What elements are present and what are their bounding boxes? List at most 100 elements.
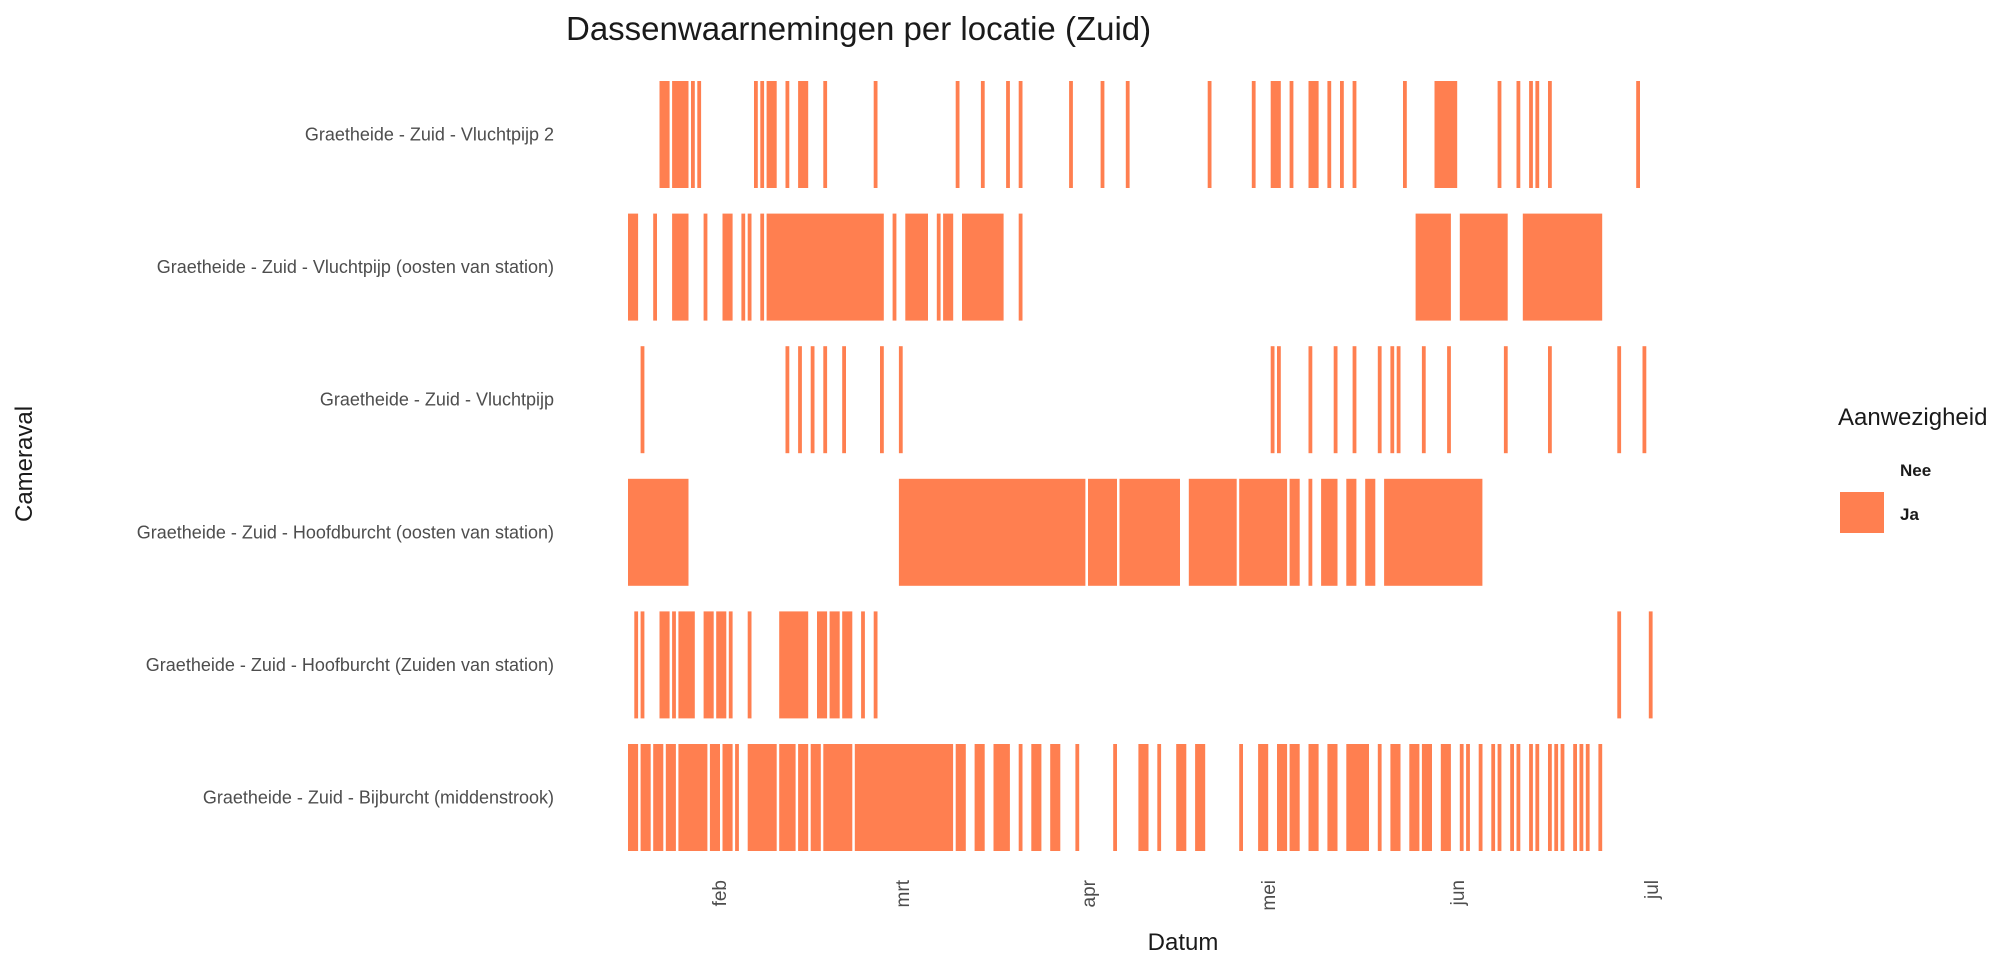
presence-bar [962, 213, 1004, 321]
presence-bar [760, 213, 765, 321]
presence-bar [766, 81, 777, 188]
presence-bar [1510, 744, 1514, 851]
presence-bar [1497, 744, 1502, 851]
presence-bar [672, 213, 689, 321]
presence-bar [735, 744, 739, 851]
presence-bar [1403, 81, 1407, 188]
presence-bar [1321, 478, 1338, 586]
presence-bar [1440, 744, 1451, 851]
presence-bar [1308, 478, 1313, 586]
y-label-graetheide-zuid-vluchtpijp-oosten-van-station: Graetheide - Zuid - Vluchtpijp (oosten v… [157, 257, 554, 277]
presence-bar [1018, 744, 1023, 851]
y-label-graetheide-zuid-hoofburcht-zuiden-van-station: Graetheide - Zuid - Hoofburcht (Zuiden v… [146, 655, 554, 675]
presence-bar [1365, 478, 1376, 586]
presence-bar [1377, 346, 1382, 454]
presence-bar [1409, 744, 1420, 851]
legend-title: Aanwezigheid [1838, 404, 1987, 431]
presence-bar [1289, 81, 1294, 188]
presence-bar [1636, 81, 1640, 188]
presence-bar [1018, 213, 1023, 321]
presence-bar [1548, 81, 1552, 188]
presence-bar [1529, 744, 1533, 851]
presence-bar [747, 611, 752, 719]
presence-bar [898, 346, 903, 454]
presence-bar [873, 81, 878, 188]
presence-bar [653, 213, 657, 321]
presence-bar [1289, 478, 1300, 586]
presence-bar [810, 346, 815, 454]
presence-bar [1478, 744, 1483, 851]
presence-bar [955, 81, 960, 188]
presence-bar [1308, 744, 1319, 851]
presence-bar [628, 744, 639, 851]
presence-bar [1617, 346, 1622, 454]
presence-bar [1277, 346, 1281, 454]
presence-bar [1346, 744, 1369, 851]
presence-bar [842, 611, 853, 719]
presence-bar [1421, 346, 1426, 454]
presence-bar [1466, 744, 1470, 851]
presence-bar [1415, 213, 1451, 321]
presence-bar [1289, 744, 1300, 851]
presence-bar [691, 81, 695, 188]
presence-bar [1390, 744, 1401, 851]
presence-bar [798, 81, 809, 188]
presence-bar [1031, 744, 1042, 851]
legend-swatch-nee [1840, 452, 1884, 492]
presence-bar [703, 611, 714, 719]
presence-bar [1459, 213, 1508, 321]
presence-bar [640, 346, 645, 454]
presence-bar [1088, 478, 1117, 586]
legend-swatch-ja [1840, 492, 1884, 533]
presence-bar [1258, 744, 1269, 851]
presence-bar [1598, 744, 1603, 851]
presence-bar [898, 478, 1086, 586]
presence-bar [1352, 346, 1357, 454]
presence-bar [760, 81, 765, 188]
presence-bar [1327, 744, 1338, 851]
presence-bar [1113, 744, 1117, 851]
presence-bar [936, 213, 941, 321]
presence-bar [672, 81, 689, 188]
presence-bar [873, 611, 878, 719]
presence-bar [1188, 478, 1237, 586]
presence-bar [1069, 81, 1073, 188]
presence-bar [779, 611, 809, 719]
presence-bar [1018, 81, 1023, 188]
presence-bar [1459, 744, 1464, 851]
presence-bar [1497, 81, 1502, 188]
y-label-graetheide-zuid-vluchtpijp-2: Graetheide - Zuid - Vluchtpijp 2 [305, 125, 554, 145]
presence-bar [892, 213, 897, 321]
presence-bar [659, 81, 670, 188]
presence-bar [709, 744, 720, 851]
presence-bar [1157, 744, 1162, 851]
presence-bar [798, 346, 802, 454]
presence-bar [1447, 346, 1451, 454]
presence-bar [854, 744, 954, 851]
presence-bar [943, 213, 954, 321]
presence-bar [1333, 346, 1338, 454]
presence-bar [1270, 346, 1275, 454]
presence-bar [798, 744, 809, 851]
presence-bar [974, 744, 985, 851]
presence-bar [980, 81, 985, 188]
presence-bar [741, 213, 746, 321]
presence-bar [1617, 611, 1622, 719]
presence-bar [823, 346, 828, 454]
presence-bar [665, 744, 676, 851]
presence-bar [905, 213, 928, 321]
presence-bar [1352, 81, 1357, 188]
presence-bar [1340, 81, 1344, 188]
presence-bar [640, 611, 645, 719]
x-tick-jun: jun [1448, 880, 1469, 906]
y-label-graetheide-zuid-vluchtpijp: Graetheide - Zuid - Vluchtpijp [320, 390, 554, 410]
presence-bar [1239, 744, 1243, 851]
presence-bar [1548, 744, 1552, 851]
x-tick-jul: jul [1642, 880, 1663, 900]
presence-bar [722, 744, 733, 851]
presence-bar [1308, 81, 1319, 188]
presence-bar [1119, 478, 1180, 586]
y-axis-labels: Graetheide - Zuid - Vluchtpijp 2 Graethei… [137, 125, 554, 808]
presence-bar [785, 81, 790, 188]
presence-bar [1100, 81, 1105, 188]
